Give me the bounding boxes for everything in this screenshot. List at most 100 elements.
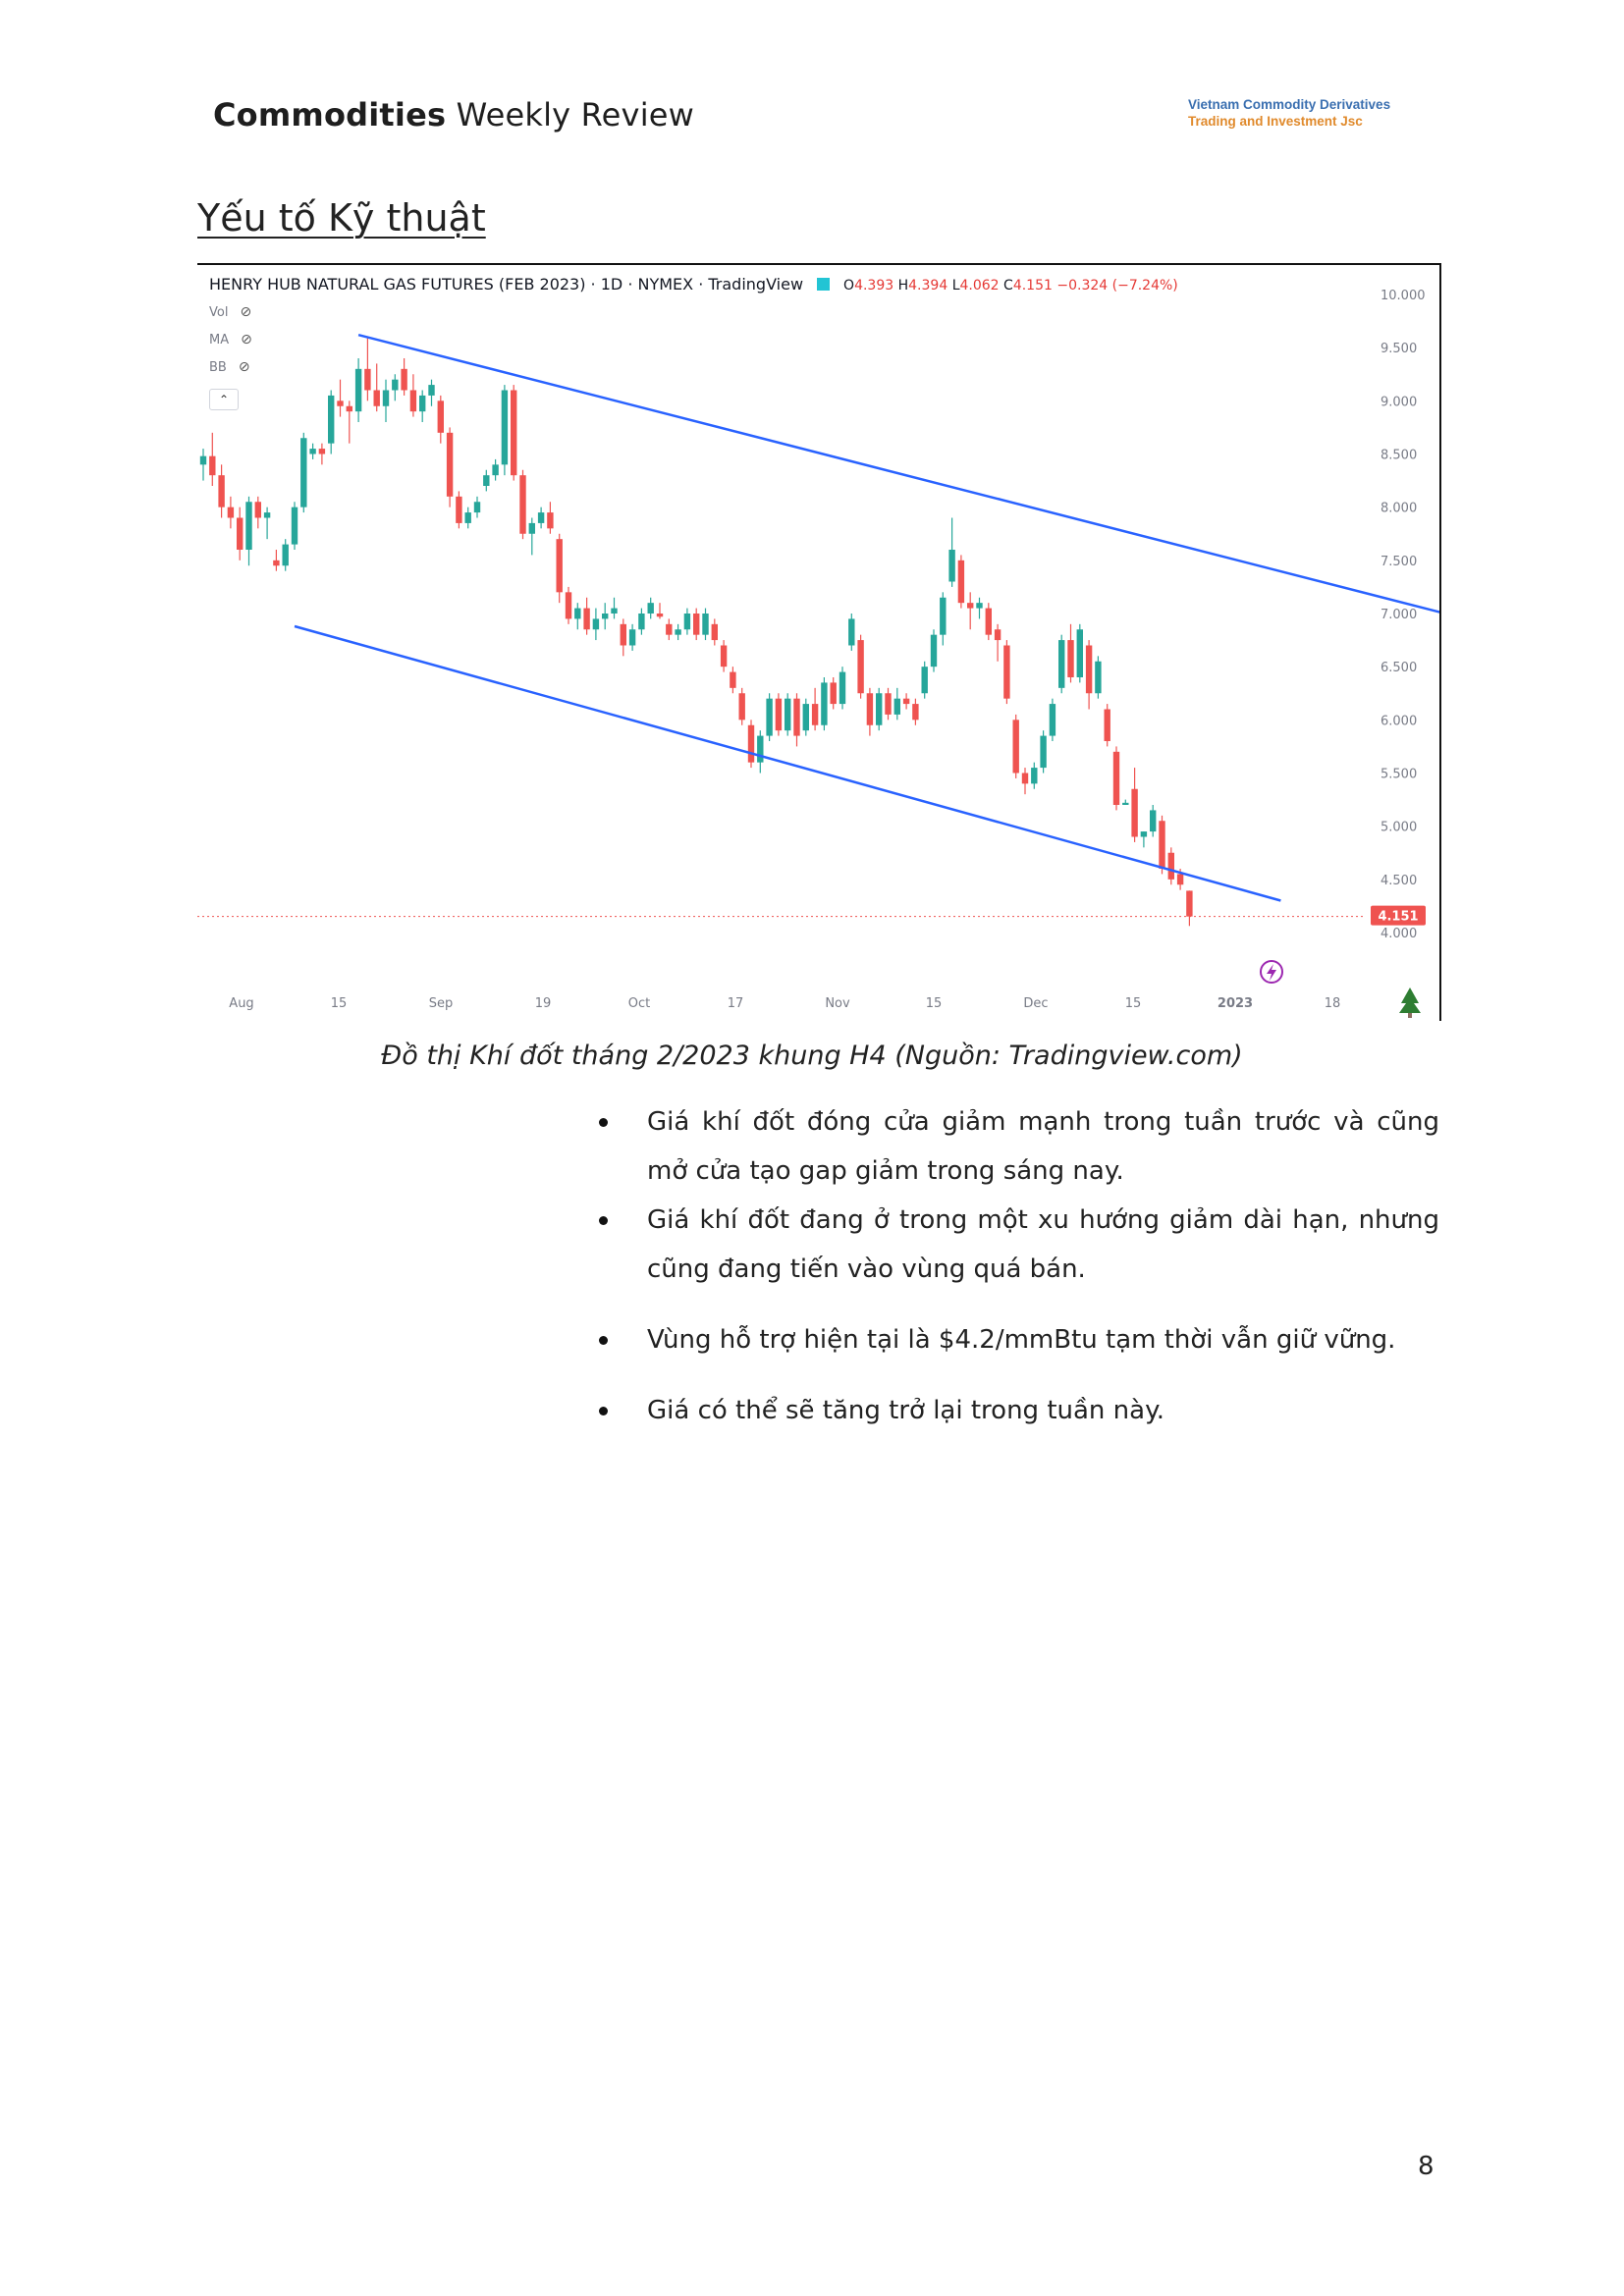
candle-body [218, 475, 225, 507]
candle-body [492, 464, 499, 476]
candle-body [574, 608, 581, 619]
candle-body [282, 544, 289, 566]
eye-off-icon[interactable]: ⊘ [238, 359, 250, 375]
candle-body [912, 704, 919, 721]
lightning-icon [1267, 964, 1276, 981]
candle-body [437, 400, 444, 433]
y-tick-label: 9.000 [1380, 395, 1417, 409]
candle-body [1176, 874, 1184, 885]
open-value: 4.393 [854, 278, 894, 294]
candle-body [354, 368, 362, 412]
candle-body [675, 629, 681, 635]
candle-body [483, 475, 490, 486]
candle-body [647, 603, 654, 614]
eye-off-icon[interactable]: ⊘ [241, 332, 252, 347]
y-tick-label: 9.500 [1380, 342, 1417, 356]
candle-body [547, 512, 554, 529]
candle-body [702, 614, 709, 635]
candle-body [263, 512, 271, 518]
chart-caption: Đồ thị Khí đốt tháng 2/2023 khung H4 (Ng… [381, 1041, 1243, 1071]
candle-body [501, 390, 509, 465]
candle-body [291, 507, 298, 545]
upper-trendline [357, 333, 1439, 614]
report-title-rest: Weekly Review [446, 96, 695, 133]
close-label: C [1003, 278, 1013, 294]
candle-body [1131, 788, 1138, 837]
lower-trendline [294, 624, 1281, 902]
page-number: 8 [1418, 2152, 1435, 2181]
candle-body [1049, 704, 1056, 736]
high-value: 4.394 [908, 278, 948, 294]
candle-body [1040, 735, 1047, 769]
chart-canvas: 10.000 9.500 9.000 8.500 8.000 7.500 7.000 6.50… [197, 289, 1439, 1018]
analysis-bullets: Giá khí đốt đóng cửa giảm mạnh trong tuầ… [593, 1097, 1439, 1435]
y-tick-label: 7.500 [1380, 555, 1417, 569]
candle-body [747, 724, 755, 763]
y-tick-label: 6.500 [1380, 661, 1417, 675]
eye-off-icon[interactable]: ⊘ [240, 304, 252, 320]
candle-body [876, 693, 883, 725]
candle-body [1058, 640, 1065, 688]
collapse-indicators-button[interactable]: ⌃ [209, 389, 239, 410]
candle-body [666, 623, 673, 635]
indicator-ma-label: MA [209, 333, 230, 347]
candle-body [473, 502, 481, 513]
candle-body [1012, 720, 1019, 774]
y-tick-label: 5.500 [1380, 768, 1417, 782]
indicator-bb[interactable]: BB ⊘ [209, 359, 250, 375]
candle-body [857, 640, 864, 694]
candle-body [957, 560, 965, 604]
candle-body [382, 390, 390, 406]
candle-body [830, 682, 837, 705]
candle-body [994, 629, 1001, 641]
candle-body [611, 608, 618, 614]
candle-body [519, 475, 526, 534]
candle-body [1167, 852, 1174, 880]
x-tick-label: 2023 [1218, 996, 1253, 1011]
candle-body [392, 379, 399, 391]
candle-body [1104, 709, 1110, 741]
event-marker-icon [1260, 960, 1283, 984]
candle-body [1085, 645, 1093, 694]
x-tick-label: 18 [1325, 996, 1341, 1011]
low-value: 4.062 [959, 278, 1000, 294]
indicator-vol-label: Vol [209, 305, 229, 320]
last-price-badge [1371, 905, 1426, 926]
x-tick-label: 15 [1125, 996, 1142, 1011]
candle-body [1067, 640, 1074, 677]
candle-body [628, 629, 636, 646]
candle-body [528, 522, 535, 534]
candle-body [940, 597, 947, 635]
chart-title: HENRY HUB NATURAL GAS FUTURES (FEB 2023)… [209, 275, 804, 294]
chart-legend: HENRY HUB NATURAL GAS FUTURES (FEB 2023)… [209, 275, 1178, 294]
candle-body [464, 512, 471, 523]
candle-body [885, 693, 892, 715]
bullet-item: Vùng hỗ trợ hiện tại là $4.2/mmBtu tạm t… [593, 1315, 1439, 1364]
x-tick-label: Aug [229, 996, 253, 1011]
candle-body [738, 693, 745, 721]
candle-body [602, 614, 609, 619]
bullet-item: Giá có thể sẽ tăng trở lại trong tuần nà… [593, 1386, 1439, 1435]
candle-body [720, 645, 728, 667]
indicator-bb-label: BB [209, 360, 227, 375]
candle-body [428, 385, 435, 396]
y-tick-label: 4.500 [1380, 874, 1417, 888]
x-tick-label: 17 [728, 996, 744, 1011]
y-tick-label: 7.000 [1380, 608, 1417, 622]
y-tick-label: 10.000 [1380, 289, 1426, 303]
candle-body [821, 682, 828, 725]
candle-body [902, 698, 910, 705]
candle-body [300, 438, 307, 507]
indicator-vol[interactable]: Vol ⊘ [209, 304, 251, 320]
candle-body [793, 698, 800, 736]
candle-body [766, 698, 773, 736]
x-tick-label: 15 [331, 996, 348, 1011]
company-line-2: Trading and Investment Jsc [1188, 114, 1363, 129]
indicator-ma[interactable]: MA ⊘ [209, 332, 252, 347]
y-tick-label: 4.000 [1380, 927, 1417, 941]
candle-body [1021, 773, 1029, 784]
chevron-up-icon: ⌃ [218, 393, 230, 406]
y-tick-label: 8.500 [1380, 449, 1417, 463]
company-line-1: Vietnam Commodity Derivatives [1188, 97, 1391, 112]
candle-body [456, 496, 462, 523]
